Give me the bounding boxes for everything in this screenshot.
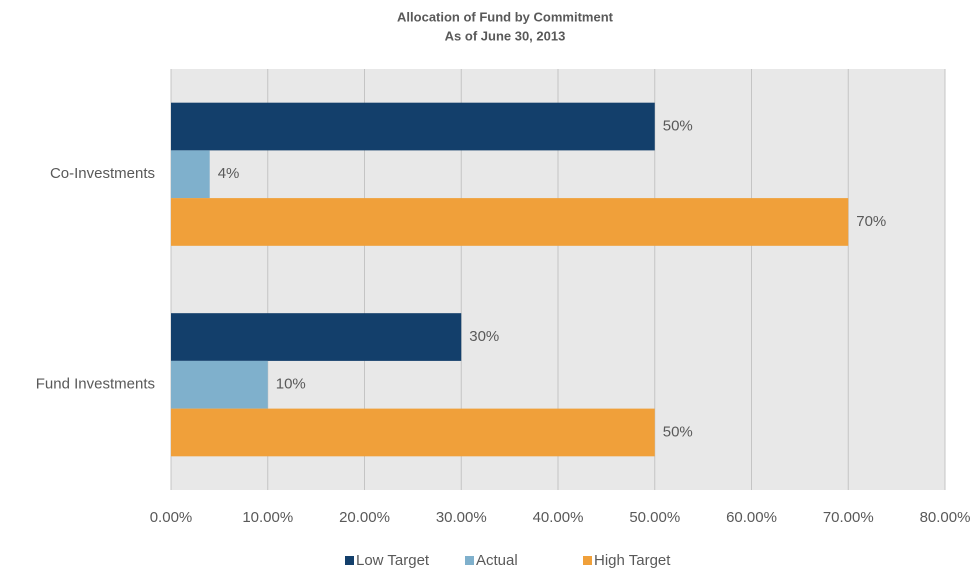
x-tick-label: 50.00% <box>629 509 680 526</box>
legend-label: High Target <box>594 552 671 569</box>
x-tick-label: 60.00% <box>726 509 777 526</box>
value-label: 70% <box>856 213 886 230</box>
bar <box>171 198 849 246</box>
legend-swatch <box>465 556 474 565</box>
chart-subtitle: As of June 30, 2013 <box>445 28 566 43</box>
bar <box>171 102 655 151</box>
y-tick-label: Co-Investments <box>50 165 155 182</box>
x-tick-label: 70.00% <box>823 509 874 526</box>
x-tick-label: 0.00% <box>150 509 193 526</box>
x-tick-label: 30.00% <box>436 509 487 526</box>
bar <box>171 313 462 361</box>
x-tick-label: 20.00% <box>339 509 390 526</box>
value-label: 30% <box>469 328 499 345</box>
chart-title: Allocation of Fund by Commitment <box>397 9 614 24</box>
value-label: 10% <box>276 376 306 393</box>
y-tick-label: Fund Investments <box>36 376 155 393</box>
value-label: 4% <box>218 165 240 182</box>
legend-swatch <box>345 556 354 565</box>
bar <box>171 408 655 457</box>
legend-swatch <box>583 556 592 565</box>
value-label: 50% <box>663 423 693 440</box>
x-tick-label: 80.00% <box>920 509 971 526</box>
legend-label: Actual <box>476 552 518 569</box>
x-tick-label: 40.00% <box>533 509 584 526</box>
x-tick-label: 10.00% <box>242 509 293 526</box>
value-label: 50% <box>663 118 693 135</box>
legend-label: Low Target <box>356 552 430 569</box>
bar <box>171 150 210 199</box>
bar <box>171 360 268 409</box>
